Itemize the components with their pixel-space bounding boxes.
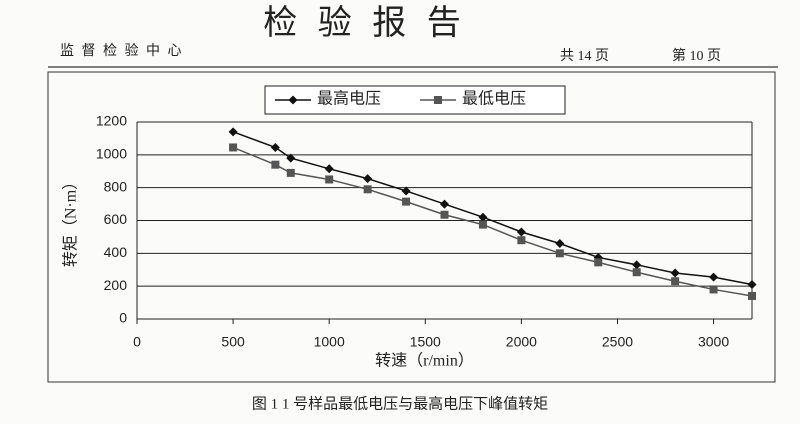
legend-box xyxy=(264,85,566,115)
x-tick-label: 2500 xyxy=(602,334,633,350)
legend-label: 最低电压 xyxy=(462,90,526,108)
data-point xyxy=(748,292,756,301)
chart-frame xyxy=(47,71,776,383)
data-point xyxy=(440,199,449,209)
data-point xyxy=(286,153,296,163)
total-pages: 共 14 页 xyxy=(560,48,609,64)
data-point xyxy=(324,164,334,174)
data-point xyxy=(229,143,238,152)
org-name: 监 督 检 验 中 心 xyxy=(60,43,184,59)
y-tick-label: 200 xyxy=(104,277,128,293)
data-point xyxy=(270,142,280,152)
data-point xyxy=(286,168,295,177)
x-tick-label: 500 xyxy=(221,334,245,350)
data-point xyxy=(363,185,372,194)
data-point xyxy=(402,197,411,206)
data-point xyxy=(555,249,564,258)
x-tick-label: 1000 xyxy=(314,334,345,350)
data-point xyxy=(709,285,718,294)
data-point xyxy=(401,186,411,196)
data-point xyxy=(478,220,487,229)
data-point xyxy=(670,268,680,278)
y-axis-label: 转矩（N·m） xyxy=(62,174,80,267)
data-point xyxy=(478,212,488,222)
data-point xyxy=(555,238,565,248)
y-tick-label: 400 xyxy=(104,244,128,260)
y-tick-label: 0 xyxy=(119,310,127,326)
y-tick-label: 1200 xyxy=(96,113,127,129)
page-number: 第 10 页 xyxy=(672,47,721,64)
x-tick-label: 2000 xyxy=(506,334,537,350)
data-point xyxy=(363,174,373,184)
data-point xyxy=(747,280,757,290)
data-point xyxy=(671,277,680,286)
y-tick-label: 800 xyxy=(104,178,128,194)
data-point xyxy=(440,210,449,219)
data-point xyxy=(271,160,280,169)
data-point xyxy=(517,236,526,245)
report-title: 检 验 报 告 xyxy=(263,4,467,42)
x-tick-label: 0 xyxy=(133,334,141,350)
data-point xyxy=(228,127,238,137)
y-tick-label: 600 xyxy=(104,211,128,227)
legend-label: 最高电压 xyxy=(317,90,381,108)
data-point xyxy=(632,268,641,277)
y-tick-label: 1000 xyxy=(96,146,127,162)
caption: 图 1 1 号样品最低电压与最高电压下峰值转矩 xyxy=(252,395,548,412)
data-point xyxy=(325,175,334,184)
data-point xyxy=(709,272,719,282)
legend-marker xyxy=(288,95,298,105)
data-point xyxy=(632,260,642,270)
legend-marker xyxy=(434,96,442,104)
x-tick-label: 3000 xyxy=(698,334,729,350)
x-tick-label: 1500 xyxy=(410,334,441,350)
x-axis-label: 转速（r/min） xyxy=(375,352,474,370)
data-point xyxy=(594,258,603,267)
data-point xyxy=(516,227,526,237)
